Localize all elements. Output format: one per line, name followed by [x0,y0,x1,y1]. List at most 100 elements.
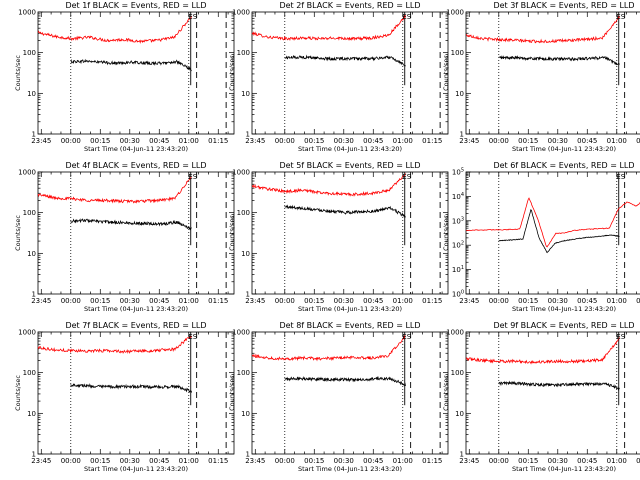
es-annotation: ES [402,333,411,341]
x-tick-label: 00:15 [90,457,110,465]
es-annotation: ES [402,173,411,181]
y-tick-label: 1 [32,451,36,459]
x-tick-label: 01:15 [636,297,640,305]
x-tick-label: 23:45 [245,297,265,305]
y-axis-label: Counts/sec [442,215,450,251]
x-tick-label: 00:15 [518,297,538,305]
events-series-line [70,58,192,72]
x-tick-label: 00:30 [334,297,354,305]
x-tick-label: 00:45 [149,457,169,465]
x-tick-label: 00:45 [363,297,383,305]
y-tick-label: 1000 [18,169,36,177]
x-tick-label: 23:45 [459,297,479,305]
events-series-line [498,209,620,254]
x-tick-label: 23:45 [459,457,479,465]
plot-frame [251,11,449,135]
x-tick-label: 01:15 [208,297,228,305]
y-tick-label: 10 [27,410,36,418]
y-tick-label: 101 [452,265,464,274]
y-tick-label: 1000 [18,329,36,337]
x-axis-label: Start Time (04-Jun-11 23:43:20) [512,465,616,473]
y-tick-label: 10 [27,250,36,258]
x-tick-label: 23:45 [245,137,265,145]
plot-frame [465,171,640,295]
x-tick-label: 00:30 [548,457,568,465]
y-axis-label: Counts/sec [14,375,22,411]
es-annotation: ES [616,13,625,21]
y-tick-label: 100 [237,209,250,217]
panel-title: Det 1f BLACK = Events, RED = LLD [65,1,206,10]
plot-frame [465,331,640,455]
x-tick-label: 00:15 [518,457,538,465]
x-axis-label: Start Time (04-Jun-11 23:43:20) [512,305,616,313]
x-tick-label: 01:00 [393,457,413,465]
es-annotation: ES [188,333,197,341]
x-tick-label: 00:00 [489,137,509,145]
x-axis-label: Start Time (04-Jun-11 23:43:20) [84,145,188,153]
x-tick-label: 23:45 [31,297,51,305]
x-tick-label: 01:00 [179,457,199,465]
x-axis-label: Start Time (04-Jun-11 23:43:20) [298,145,402,153]
y-tick-label: 10 [241,410,250,418]
y-tick-label: 100 [23,369,36,377]
y-tick-label: 1 [246,131,250,139]
x-tick-label: 00:30 [120,457,140,465]
panel-title: Det 8f BLACK = Events, RED = LLD [279,321,420,330]
panel-title: Det 7f BLACK = Events, RED = LLD [65,321,206,330]
y-tick-label: 1000 [446,329,464,337]
y-tick-label: 1 [460,131,464,139]
x-tick-label: 00:00 [61,137,81,145]
detector-panel-3: Det 3f BLACK = Events, RED = LLD 1 10 100 10… [442,1,640,153]
y-tick-label: 1000 [18,9,36,17]
x-tick-label: 00:00 [61,297,81,305]
detector-panel-4: Det 4f BLACK = Events, RED = LLD 1 10 100 10… [14,161,235,313]
x-tick-label: 01:00 [179,137,199,145]
x-tick-label: 00:45 [577,137,597,145]
x-tick-label: 00:45 [363,137,383,145]
x-tick-label: 01:15 [422,297,442,305]
y-tick-label: 10 [455,90,464,98]
y-tick-label: 100 [23,209,36,217]
x-tick-label: 23:45 [459,137,479,145]
x-tick-label: 01:00 [607,137,627,145]
plot-frame [251,331,449,455]
plot-frame [37,171,235,295]
panel-title: Det 9f BLACK = Events, RED = LLD [493,321,634,330]
y-axis-label: Counts/sec [14,55,22,91]
x-tick-label: 01:00 [179,297,199,305]
lld-series-line [251,173,406,197]
y-tick-label: 1000 [232,9,250,17]
y-tick-label: 1000 [446,9,464,17]
plot-frame [37,11,235,135]
detector-panel-8: Det 8f BLACK = Events, RED = LLD 1 10 100 10… [228,321,449,473]
x-axis-label: Start Time (04-Jun-11 23:43:20) [512,145,616,153]
events-series-line [498,55,620,66]
y-tick-label: 1000 [232,169,250,177]
x-tick-label: 01:15 [636,457,640,465]
events-series-line [284,375,406,387]
lld-series-line [251,14,406,41]
x-tick-label: 00:00 [275,137,295,145]
panel-title: Det 6f BLACK = Events, RED = LLD [493,161,634,170]
x-tick-label: 01:00 [607,297,627,305]
x-tick-label: 00:15 [304,137,324,145]
y-axis-label: Counts/sec [228,55,236,91]
x-tick-label: 00:45 [577,457,597,465]
x-tick-label: 01:15 [422,137,442,145]
detector-panel-9: Det 9f BLACK = Events, RED = LLD 1 10 100 10… [442,321,640,473]
es-annotation: ES [616,333,625,341]
events-series-line [284,54,406,67]
events-series-line [70,383,192,394]
x-tick-label: 23:45 [31,137,51,145]
detector-panel-7: Det 7f BLACK = Events, RED = LLD 1 10 100 10… [14,321,235,473]
y-axis-label: Counts/sec [14,215,22,251]
y-tick-label: 100 [237,49,250,57]
y-tick-label: 10 [241,250,250,258]
y-tick-label: 102 [452,241,464,250]
lld-series-line [466,15,620,44]
y-tick-label: 1 [460,451,464,459]
y-tick-label: 104 [452,192,464,201]
y-tick-label: 1000 [232,329,250,337]
y-axis-label: Counts/sec [228,375,236,411]
y-tick-label: 10 [241,90,250,98]
